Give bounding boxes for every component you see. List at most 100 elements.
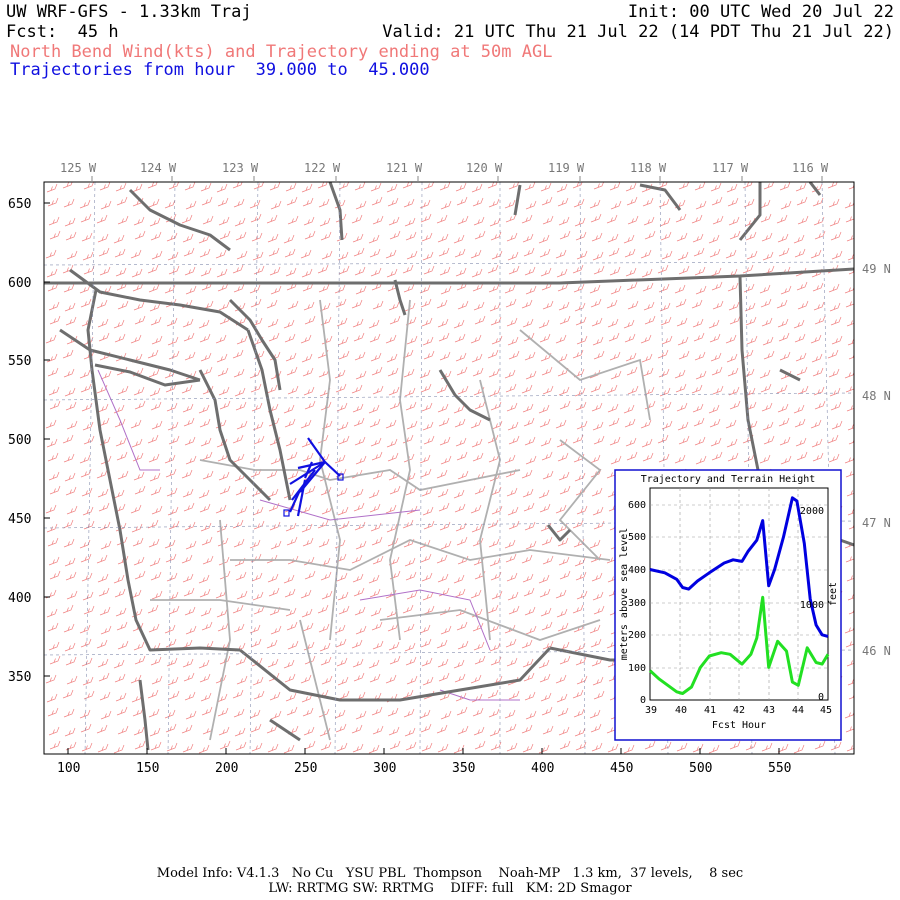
wind-barb xyxy=(506,657,518,667)
wind-barb xyxy=(471,353,483,363)
wind-barb xyxy=(387,367,399,377)
wind-barb xyxy=(762,251,774,261)
wind-barb xyxy=(130,589,142,599)
wind-barb xyxy=(657,182,668,189)
wind-barb xyxy=(830,401,842,411)
wind-barb xyxy=(64,727,76,737)
wind-barb xyxy=(504,709,516,719)
wind-barb xyxy=(46,523,58,533)
wind-barb xyxy=(439,436,451,446)
wind-barb xyxy=(338,350,350,360)
wind-barb xyxy=(402,604,414,614)
wind-barb xyxy=(253,265,265,275)
wind-barb xyxy=(796,366,808,376)
wind-barb xyxy=(574,387,586,397)
wind-barb xyxy=(759,199,771,209)
wind-barb xyxy=(727,197,739,207)
wind-barb xyxy=(540,692,552,702)
wind-barb xyxy=(250,213,262,223)
wind-barb xyxy=(47,537,59,547)
wind-barb xyxy=(694,266,706,276)
wind-barb xyxy=(487,689,499,699)
wind-barb xyxy=(591,742,603,752)
wind-barb xyxy=(100,370,112,380)
wind-barb xyxy=(508,605,520,615)
wind-barb xyxy=(215,504,227,514)
wind-barb xyxy=(151,505,163,515)
wind-barb xyxy=(115,607,127,617)
wind-barb xyxy=(504,454,516,464)
wind-barb xyxy=(439,691,451,701)
wind-barb xyxy=(422,421,434,431)
wind-barb xyxy=(371,536,383,546)
wind-barb xyxy=(151,250,163,260)
wind-barb xyxy=(353,587,365,597)
wind-barb xyxy=(539,503,551,513)
wind-barb xyxy=(557,537,569,547)
wind-barb xyxy=(625,182,637,192)
wind-barb xyxy=(421,317,433,327)
wind-barb xyxy=(200,607,212,617)
wind-barb xyxy=(149,387,161,397)
wind-barb xyxy=(201,366,213,376)
wind-barb xyxy=(96,724,108,734)
wind-barb xyxy=(746,335,758,345)
wind-barb xyxy=(846,575,854,582)
wind-barb xyxy=(573,538,585,548)
wind-barb xyxy=(507,251,519,261)
x-tick-150: 150 xyxy=(136,761,159,776)
wind-barb xyxy=(591,572,603,582)
wind-barb xyxy=(49,570,61,580)
wind-barb xyxy=(150,486,162,496)
wind-barb xyxy=(114,588,126,598)
wind-barb xyxy=(337,506,349,516)
wind-barb xyxy=(96,214,108,224)
wind-barb xyxy=(743,453,755,463)
wind-barb xyxy=(538,574,550,584)
wind-barb xyxy=(743,198,755,208)
wind-barb xyxy=(355,710,367,720)
wind-barb xyxy=(403,368,415,378)
wind-barb xyxy=(541,366,553,376)
wind-barb xyxy=(508,690,520,700)
wind-barb xyxy=(181,554,193,564)
wind-barb xyxy=(420,553,432,563)
wind-barb xyxy=(590,298,602,308)
wind-barb xyxy=(643,386,655,396)
wind-barb xyxy=(235,656,247,666)
wind-barb xyxy=(151,335,163,345)
x-tick-450: 450 xyxy=(610,761,633,776)
wind-barb xyxy=(134,230,146,240)
wind-barb xyxy=(695,455,707,465)
wind-barb xyxy=(642,197,654,207)
wind-barb xyxy=(845,386,854,393)
wind-barb xyxy=(80,383,92,393)
wind-barb xyxy=(419,709,431,719)
wind-barb xyxy=(436,299,448,309)
wind-barb xyxy=(149,472,161,482)
wind-barb xyxy=(351,639,363,649)
wind-barb xyxy=(83,182,94,190)
wind-barb xyxy=(99,606,111,616)
wind-barb xyxy=(657,434,669,444)
wind-barb xyxy=(440,455,452,465)
wind-barb xyxy=(405,486,417,496)
wind-barb xyxy=(508,182,519,190)
wind-barb xyxy=(576,505,588,515)
wind-barb xyxy=(164,199,176,209)
wind-barb xyxy=(521,214,533,224)
wind-barb xyxy=(66,420,78,430)
wind-barb xyxy=(607,403,619,413)
wind-barb xyxy=(65,316,77,326)
wind-barb xyxy=(693,247,705,257)
wind-barb xyxy=(168,350,180,360)
wind-barb xyxy=(80,468,92,478)
wind-barb xyxy=(198,574,210,584)
wind-barb xyxy=(387,537,399,547)
wind-barb xyxy=(559,740,571,750)
wind-barb xyxy=(115,267,127,277)
wind-barb xyxy=(302,367,314,377)
wind-barb xyxy=(403,623,415,633)
wind-barb xyxy=(490,741,502,751)
wind-barb xyxy=(845,301,854,308)
